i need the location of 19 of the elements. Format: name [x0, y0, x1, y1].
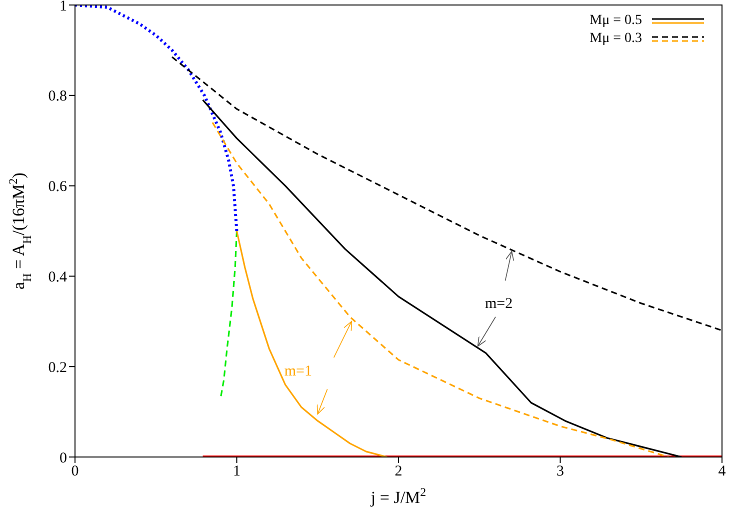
annotation: m=1 — [284, 364, 312, 380]
y-tick-label: 0.8 — [48, 88, 67, 105]
y-tick-label: 1 — [60, 0, 67, 14]
x-tick-label: 4 — [718, 464, 726, 480]
annotation: m=2 — [484, 296, 513, 312]
legend-label: Mμ = 0.3 — [590, 31, 642, 47]
y-tick-label: 0.6 — [48, 179, 68, 196]
y-tick-label: 0 — [60, 450, 67, 466]
x-tick-label: 0 — [71, 464, 79, 480]
line-series — [171, 56, 722, 332]
x-tick-label: 2 — [394, 464, 402, 480]
line-series — [75, 5, 238, 232]
y-tick-label: 0.2 — [48, 360, 67, 376]
line-series — [236, 230, 388, 457]
x-axis-title: j = J/M$^{2}$ — [370, 485, 426, 507]
legend-label: Mμ = 0.5 — [590, 13, 642, 29]
x-tick-label: 3 — [556, 464, 564, 480]
x-tick-label: 1 — [233, 464, 240, 480]
y-tick-label: 0.4 — [48, 270, 68, 286]
